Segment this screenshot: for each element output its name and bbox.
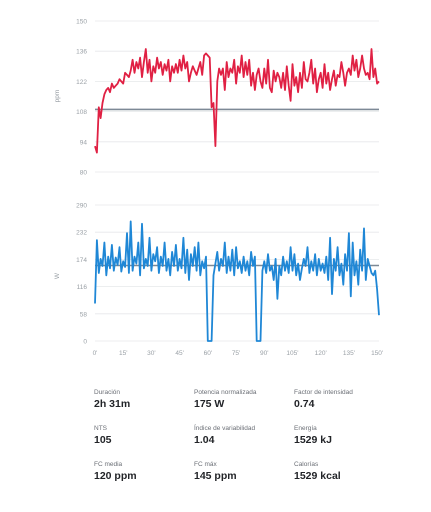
stat-value: 120 ppm: [94, 470, 137, 482]
stat-label: Factor de intensidad: [294, 389, 353, 396]
y-tick-label: 80: [80, 170, 88, 177]
stat-value: 2h 31m: [94, 398, 131, 410]
x-tick-label: 60': [204, 350, 212, 357]
y-tick-label: 232: [76, 230, 87, 237]
y-tick-label: 94: [80, 139, 88, 146]
y-tick-label: 150: [76, 19, 87, 26]
y-tick-label: 0: [83, 339, 87, 346]
y-tick-label: 290: [76, 203, 87, 210]
y-axis-label: ppm: [54, 90, 61, 103]
stat-label: Duración: [94, 389, 121, 396]
y-tick-label: 122: [76, 79, 87, 86]
stat-label: Energía: [294, 425, 317, 432]
stat-label: NTS: [94, 425, 107, 432]
stats-row: NTS 105 Índice de variabilidad 1.04 Ener…: [94, 424, 394, 447]
stat-label: FC máx: [194, 461, 217, 468]
stat-value: 145 ppm: [194, 470, 237, 482]
x-tick-label: 150': [371, 350, 383, 357]
x-tick-label: 30': [147, 350, 155, 357]
stat-energy: Energía 1529 kJ: [294, 424, 394, 447]
stat-value: 1529 kJ: [294, 434, 332, 446]
stat-value: 0.74: [294, 398, 315, 410]
y-tick-label: 174: [76, 257, 87, 264]
stats-row: FC media 120 ppm FC máx 145 ppm Calorías…: [94, 460, 394, 483]
stat-value: 105: [94, 434, 112, 446]
stat-avg-hr: FC media 120 ppm: [94, 460, 194, 483]
stat-duration: Duración 2h 31m: [94, 388, 194, 411]
y-tick-label: 58: [80, 311, 88, 318]
power-series-line: [94, 220, 380, 342]
x-tick-label: 120': [315, 350, 327, 357]
y-axis-label: W: [54, 272, 61, 279]
stat-value: 1.04: [194, 434, 215, 446]
stats-grid: Duración 2h 31m Potencia normalizada 175…: [94, 388, 394, 496]
stat-calories: Calorías 1529 kcal: [294, 460, 394, 483]
y-tick-label: 136: [76, 49, 87, 56]
stat-label: FC media: [94, 461, 123, 468]
stat-max-hr: FC máx 145 ppm: [194, 460, 294, 483]
y-tick-label: 108: [76, 109, 87, 116]
stat-nts: NTS 105: [94, 424, 194, 447]
x-tick-label: 105': [286, 350, 298, 357]
x-tick-label: 15': [119, 350, 127, 357]
stat-label: Índice de variabilidad: [194, 425, 256, 432]
x-tick-label: 45': [175, 350, 183, 357]
charts-svg: 80 94 108 122 136 150 ppm 0 58 116 174 232 290 W 0' 15'…: [54, 19, 383, 358]
x-tick-label: 135': [343, 350, 355, 357]
hr-series-line: [94, 48, 380, 154]
hr-chart: 80 94 108 122 136 150 ppm: [54, 19, 380, 177]
stats-row: Duración 2h 31m Potencia normalizada 175…: [94, 388, 394, 411]
stat-value: 1529 kcal: [294, 470, 341, 482]
stat-label: Calorías: [294, 461, 319, 468]
x-tick-label: 75': [232, 350, 240, 357]
stat-variability-index: Índice de variabilidad 1.04: [194, 424, 294, 447]
x-tick-label: 90': [260, 350, 268, 357]
x-tick-label: 0': [93, 350, 98, 357]
stat-value: 175 W: [194, 398, 225, 410]
power-chart: 0 58 116 174 232 290 W 0' 15' 30' 45' 60' 75' 90' 105'…: [54, 203, 383, 358]
y-tick-label: 116: [77, 284, 88, 291]
stat-label: Potencia normalizada: [194, 389, 257, 396]
stat-intensity-factor: Factor de intensidad 0.74: [294, 388, 394, 411]
stat-normalized-power: Potencia normalizada 175 W: [194, 388, 294, 411]
